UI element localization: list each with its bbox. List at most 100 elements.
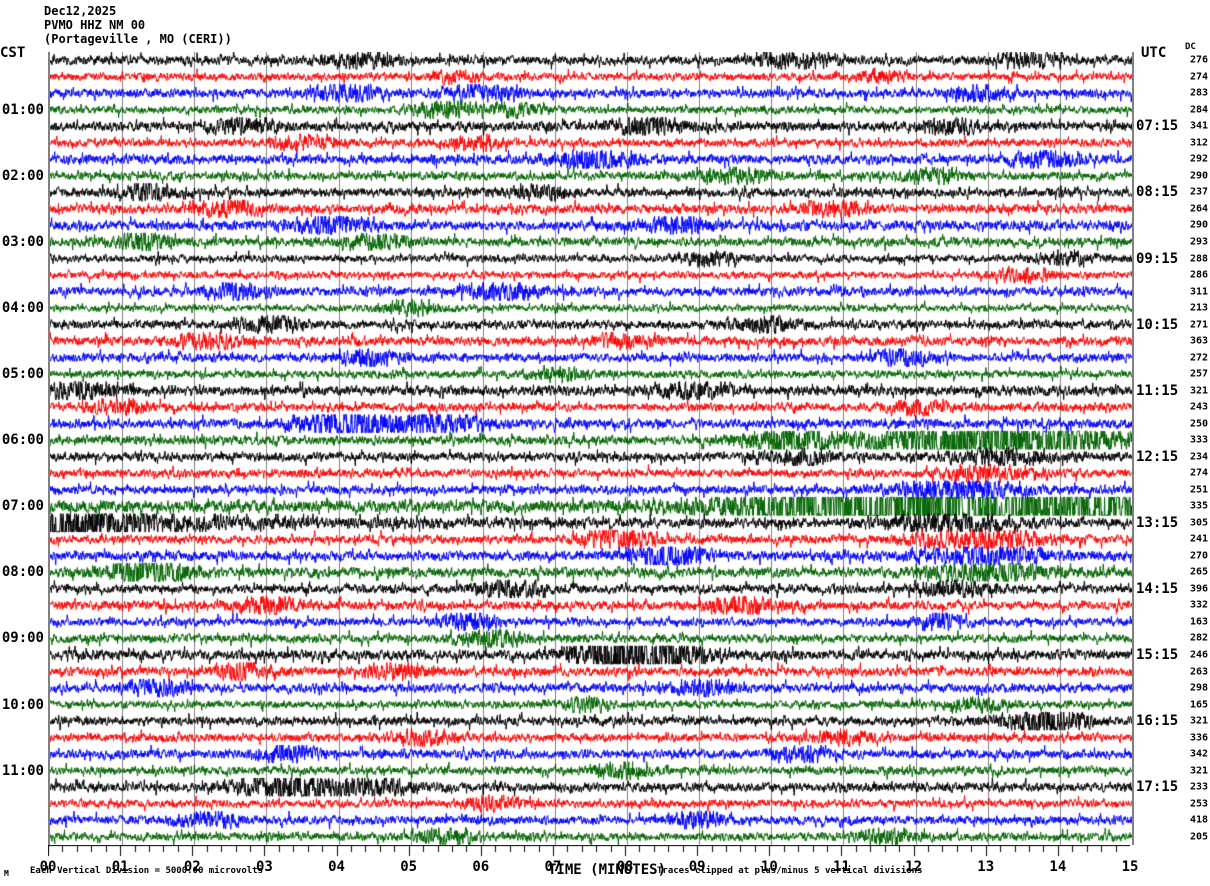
dc-value: 263 [1189,666,1208,678]
utc-hour-label: 07:15 [1136,118,1179,135]
dc-value: 396 [1189,583,1208,595]
utc-hour-label: 12:15 [1136,448,1179,465]
x-tick-label: 13 [977,859,995,875]
x-tick-label: 05 [400,859,418,875]
dc-value: 251 [1189,484,1208,496]
header-date: Dec12,2025 [44,4,117,18]
scale-note: Each Vertical Division = 5000.00 microvo… [30,866,263,876]
dc-value: 272 [1189,352,1208,364]
x-tick-label: 12 [905,859,923,875]
dc-value: 283 [1189,87,1208,99]
x-tick-label: 08 [616,859,634,875]
dc-value: 284 [1189,104,1208,116]
dc-value: 205 [1189,831,1208,843]
x-tick-label: 02 [183,859,201,875]
x-tick-label: 11 [833,859,850,875]
x-axis-tick-labels: 00 01 02 03 04 05 06 07 08 09 10 11 12 13 14 15 [40,845,1139,875]
header-block: Dec12,2025 PVMO HHZ NM 00 (Portageville … [44,4,232,46]
dc-value: 290 [1189,170,1208,182]
x-tick-label: 14 [1049,859,1067,875]
dc-value: 274 [1189,71,1208,83]
cst-tick-column: 01:00 02:00 03:00 04:00 05:00 06:00 07:00 08:00… [0,52,44,845]
dc-value: 264 [1189,203,1208,215]
dc-value: 250 [1189,418,1208,430]
x-tick-label: 03 [255,859,273,875]
cst-hour-label: 07:00 [1,498,44,515]
dc-value: 342 [1189,748,1208,760]
cst-hour-label: 10:00 [1,696,44,713]
dc-column-label: DC [1185,42,1196,52]
dc-value: 286 [1189,269,1208,281]
x-tick-label: 04 [328,859,345,875]
dc-value: 321 [1189,765,1208,777]
utc-hour-label: 10:15 [1136,316,1179,333]
utc-hour-label: 13:15 [1136,514,1179,531]
dc-value: 341 [1189,120,1208,132]
utc-axis-label: UTC [1141,45,1167,61]
cst-hour-label: 02:00 [1,167,44,184]
dc-value: 311 [1189,286,1208,298]
x-tick-label: 01 [111,859,129,875]
header-location: (Portageville , MO (CERI)) [44,32,232,46]
dc-value: 363 [1189,335,1208,347]
dc-value: 234 [1189,451,1208,463]
cst-hour-label: 01:00 [1,101,44,118]
dc-value: 293 [1189,236,1208,248]
dc-value: 243 [1189,401,1208,413]
dc-value: 276 [1189,54,1208,66]
dc-value: 265 [1189,566,1208,578]
dc-value: 246 [1189,649,1208,661]
seismogram-plot[interactable] [48,52,1134,845]
dc-value: 298 [1189,682,1208,694]
dc-value: 237 [1189,186,1208,198]
cst-hour-label: 05:00 [1,366,44,383]
x-tick-label: 09 [688,859,706,875]
dc-value: 233 [1189,781,1208,793]
x-tick-label: 00 [39,859,57,875]
dc-value: 312 [1189,137,1208,149]
header-station: PVMO HHZ NM 00 [44,18,146,32]
cst-axis-label: CST [0,45,26,61]
utc-hour-label: 08:15 [1136,184,1179,201]
dc-value: 257 [1189,368,1208,380]
dc-value: 270 [1189,550,1208,562]
dc-value: 274 [1189,467,1208,479]
dc-value: 332 [1189,599,1208,611]
cst-hour-label: 09:00 [1,630,44,647]
corner-mark-icon: M [4,869,9,878]
utc-hour-label: 17:15 [1136,779,1179,796]
dc-value: 321 [1189,715,1208,727]
utc-hour-label: 11:15 [1136,382,1179,399]
cst-hour-label: 04:00 [1,300,44,317]
dc-value: 336 [1189,732,1208,744]
x-tick-label: 15 [1121,859,1139,875]
x-tick-label: 06 [472,859,490,875]
dc-value: 282 [1189,632,1208,644]
utc-hour-label: 14:15 [1136,580,1179,597]
dc-value: 253 [1189,798,1208,810]
dc-value: 335 [1189,500,1208,512]
dc-value: 241 [1189,533,1208,545]
utc-hour-label: 15:15 [1136,647,1179,663]
utc-hour-label: 16:15 [1136,713,1179,730]
x-tick-label: 07 [544,859,562,875]
dc-value: 165 [1189,699,1208,711]
x-axis-ticks [48,845,1130,867]
seismic-traces-canvas [50,52,1132,845]
cst-hour-label: 03:00 [1,233,44,250]
cst-hour-label: 08:00 [1,564,44,581]
clip-note: Traces clipped at plus/minus 5 vertical … [657,866,923,876]
dc-value-column: 276 274 283 284 341 312 292 290 237 264 290 293 288 2… [1168,52,1208,845]
dc-value: 418 [1189,814,1208,826]
dc-value: 305 [1189,517,1208,529]
dc-value: 271 [1189,319,1208,331]
cst-hour-label: 11:00 [1,762,44,779]
dc-value: 321 [1189,385,1208,397]
dc-value: 163 [1189,616,1208,628]
utc-tick-column: 07:15 08:15 09:15 10:15 11:15 12:15 13:15 14:15… [1136,52,1192,845]
dc-value: 290 [1189,219,1208,231]
dc-value: 333 [1189,434,1208,446]
utc-hour-label: 09:15 [1136,250,1179,267]
dc-value: 288 [1189,253,1208,264]
x-tick-label: 10 [760,859,778,875]
